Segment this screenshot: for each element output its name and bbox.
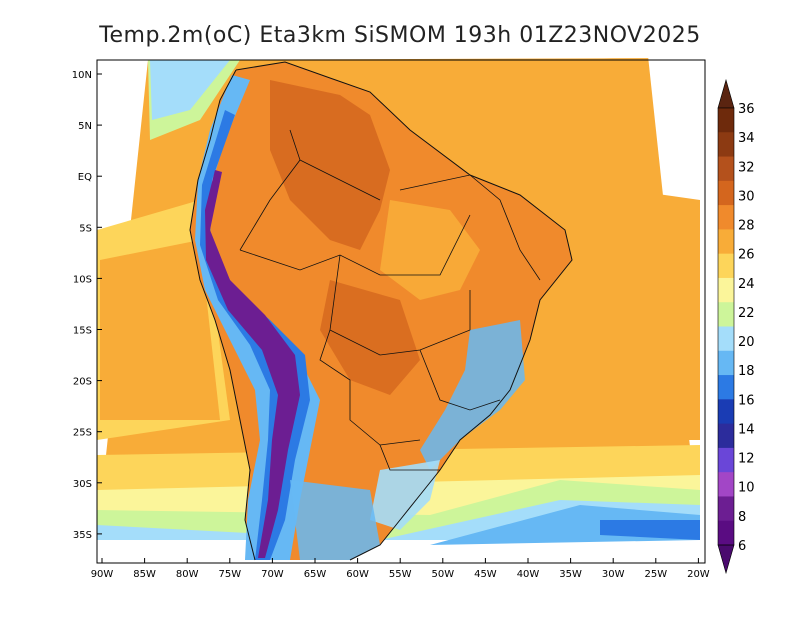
lat-label: 5N [78, 121, 92, 132]
colorbar-segment [718, 350, 734, 376]
colorbar-frame [717, 107, 735, 546]
map-frame [96, 59, 706, 564]
colorbar-segment [718, 277, 734, 303]
lon-label: 40W [517, 569, 540, 580]
colorbar-segment [718, 253, 734, 279]
lat-label: 35S [73, 530, 92, 541]
lon-label: 25W [644, 569, 667, 580]
lon-label: 75W [218, 569, 241, 580]
colorbar-segment [718, 302, 734, 327]
colorbar-label: 8 [738, 510, 746, 525]
colorbar-segment [718, 423, 734, 449]
lon-label: 80W [176, 569, 199, 580]
southeast-highlands [420, 320, 525, 470]
lat-label: 10S [73, 274, 92, 285]
latitude-axis: 10N 5N EQ 5S 10S 15S 20S 25S 30S 35S [72, 70, 102, 541]
lat-label: 25S [73, 428, 92, 439]
colorbar-segment [718, 399, 734, 425]
ocean-band-14 [600, 520, 700, 540]
interior-warm-core [270, 80, 390, 250]
coastline [189, 61, 573, 561]
colorbar-label: 12 [738, 452, 755, 467]
interior-center-warm [320, 280, 420, 395]
lon-label: 70W [261, 569, 284, 580]
colorbar-label: 10 [738, 481, 755, 496]
lon-label: 20W [687, 569, 710, 580]
lat-label: 20S [73, 377, 92, 388]
colorbar-segment [718, 326, 734, 352]
lat-label: 10N [72, 70, 92, 81]
lat-label: EQ [78, 172, 92, 183]
patagonia-cool [290, 480, 380, 560]
longitude-axis: 90W 85W 80W 75W 70W 65W 60W 55W 50W 45W 40W 35W 30W 2… [91, 558, 710, 580]
colorbar-segment [718, 108, 734, 133]
colorbar-segment [718, 496, 734, 522]
colorbar-segment [718, 447, 734, 473]
lat-label: 30S [73, 479, 92, 490]
colorbar-segment [718, 205, 734, 230]
colorbar-segment [718, 375, 734, 400]
colorbar-label: 32 [738, 160, 755, 175]
colorbar-label: 30 [738, 189, 755, 204]
lon-label: 45W [474, 569, 497, 580]
colorbar-label: 18 [738, 364, 755, 379]
colorbar-label: 14 [738, 422, 755, 437]
colorbar-segment [718, 132, 734, 158]
colorbar: 36 34 32 30 28 26 24 22 20 18 16 14 12 10 8 6 [717, 78, 755, 575]
map-area [97, 58, 700, 561]
lon-label: 85W [133, 569, 156, 580]
pacific-north-pale [150, 60, 230, 120]
colorbar-top-arrow [717, 78, 735, 109]
south-cool [370, 460, 440, 530]
colorbar-label: 28 [738, 219, 755, 234]
lon-label: 65W [304, 569, 327, 580]
colorbar-label: 20 [738, 335, 755, 350]
lat-label: 15S [73, 326, 92, 337]
colorbar-segment [718, 520, 734, 546]
colorbar-label: 6 [738, 539, 746, 554]
colorbar-label: 34 [738, 131, 755, 146]
colorbar-segment [718, 229, 734, 255]
colorbar-segment [718, 156, 734, 182]
colorbar-label: 24 [738, 277, 755, 292]
lat-label: 5S [79, 223, 92, 234]
andes-cold-core [205, 170, 300, 558]
colorbar-bottom-arrow [717, 544, 735, 575]
colorbar-segment [718, 472, 734, 497]
lon-label: 55W [389, 569, 412, 580]
colorbar-label: 36 [738, 102, 755, 117]
map-title: Temp.2m(oC) Eta3km SiSMOM 193h 01Z23NOV2… [98, 23, 700, 48]
colorbar-segment [718, 180, 734, 206]
atlantic-east-warm [540, 180, 700, 440]
lon-label: 30W [602, 569, 625, 580]
pacific-south-ocean-inner [100, 240, 220, 420]
country-borders [239, 129, 541, 471]
lon-label: 90W [91, 569, 114, 580]
colorbar-label: 16 [738, 393, 755, 408]
colorbar-label: 22 [738, 306, 755, 321]
lon-label: 35W [559, 569, 582, 580]
colorbar-label: 26 [738, 248, 755, 263]
lon-label: 60W [346, 569, 369, 580]
lon-label: 50W [431, 569, 454, 580]
